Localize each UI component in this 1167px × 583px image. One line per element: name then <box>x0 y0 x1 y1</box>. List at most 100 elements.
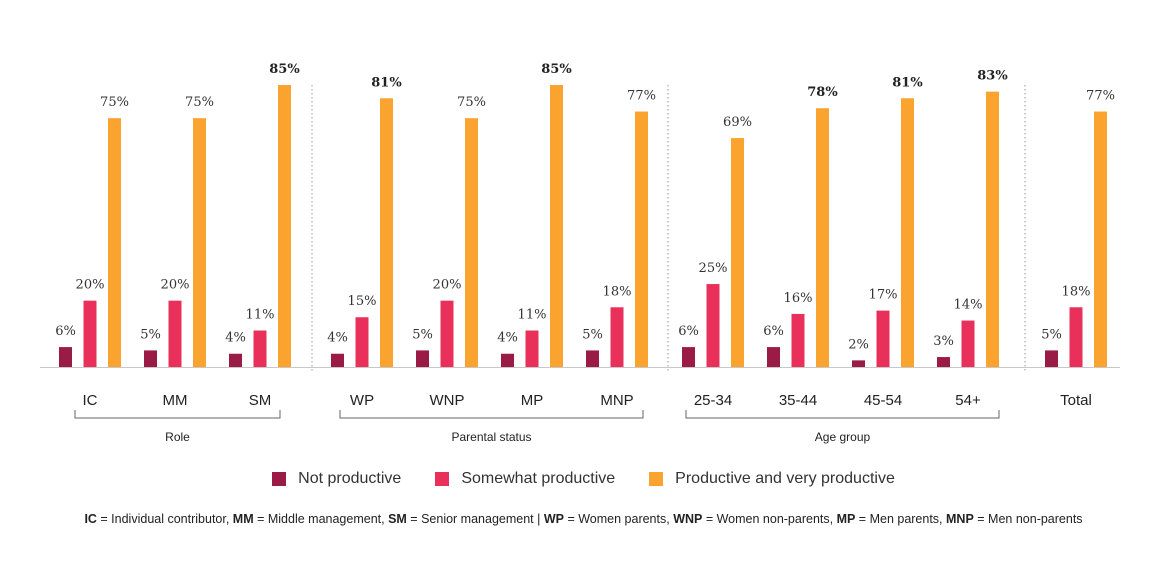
legend-item-somewhat-productive: Somewhat productive <box>435 470 615 488</box>
bar <box>876 310 890 367</box>
data-label: 78% <box>807 85 838 100</box>
data-label: 18% <box>1062 284 1091 299</box>
bar <box>501 353 514 367</box>
data-label: 77% <box>1086 89 1115 104</box>
category-label: SM <box>249 392 272 409</box>
bar <box>108 118 121 367</box>
bar <box>331 353 344 367</box>
bar <box>380 98 393 367</box>
data-label: 25% <box>699 261 728 276</box>
category-label: WNP <box>430 392 465 409</box>
footnote-abbr: MNP <box>946 512 974 526</box>
data-label: 20% <box>76 278 105 293</box>
category-label: MM <box>163 392 188 409</box>
legend-swatch-somewhat-productive <box>435 472 450 486</box>
abbreviation-footnote: IC = Individual contributor, MM = Middle… <box>0 512 1167 526</box>
data-label: 3% <box>933 334 954 349</box>
data-label: 2% <box>848 337 869 352</box>
bar <box>986 91 999 368</box>
footnote-text: = Women parents, <box>563 512 674 526</box>
grouped-bar-chart: 6%20%75%IC5%20%75%MM4%11%85%SMRole4%15%8… <box>40 62 1120 444</box>
footnote-text: = Men non-parents <box>973 512 1083 526</box>
data-label: 15% <box>348 294 377 309</box>
bar <box>1045 350 1058 367</box>
bar <box>816 108 829 368</box>
bar <box>525 330 539 367</box>
data-label: 20% <box>161 278 190 293</box>
data-label: 77% <box>627 89 656 104</box>
bar <box>168 300 182 367</box>
group-label: Age group <box>815 430 871 444</box>
category-label: WP <box>350 392 374 409</box>
data-label: 4% <box>497 331 518 346</box>
bar <box>731 138 744 367</box>
bar <box>253 330 267 367</box>
category-label: MNP <box>600 392 633 409</box>
bar <box>229 353 242 367</box>
bar <box>59 347 72 367</box>
category-label: 35-44 <box>779 392 817 409</box>
legend-label-not-productive: Not productive <box>298 470 402 487</box>
footnote-abbr: WNP <box>673 512 703 526</box>
data-label: 81% <box>892 75 923 90</box>
data-label: 5% <box>1041 327 1062 342</box>
footnote-abbr: WP <box>543 512 564 526</box>
data-label: 83% <box>977 69 1008 84</box>
group-label: Parental status <box>451 430 531 444</box>
bar <box>767 347 780 367</box>
bar <box>550 85 563 367</box>
bar <box>901 98 914 367</box>
bar <box>937 357 950 367</box>
footnote-text: = Women non-parents, <box>702 512 837 526</box>
bar <box>1069 307 1083 367</box>
bar <box>586 350 599 367</box>
data-label: 81% <box>371 75 402 90</box>
category-label: Total <box>1060 392 1092 409</box>
group-bracket <box>74 410 281 419</box>
category-label: IC <box>83 392 98 409</box>
category-label: 25-34 <box>694 392 732 409</box>
category-label: MP <box>521 392 544 409</box>
data-label: 5% <box>412 327 433 342</box>
bar <box>193 118 206 367</box>
footnote-text: = Middle management, <box>253 512 389 526</box>
footnote-abbr: MM <box>232 512 254 526</box>
footnote-text: = Men parents, <box>855 512 947 526</box>
data-label: 5% <box>582 327 603 342</box>
bar <box>278 85 291 367</box>
legend: Not productive Somewhat productive Produ… <box>0 470 1167 488</box>
data-label: 6% <box>763 324 784 339</box>
data-label: 11% <box>518 308 547 323</box>
data-label: 6% <box>55 324 76 339</box>
data-label: 75% <box>185 95 214 110</box>
bar <box>1094 111 1107 368</box>
data-label: 69% <box>723 115 752 130</box>
bar <box>355 317 369 367</box>
data-label: 16% <box>784 291 813 306</box>
bar <box>465 118 478 367</box>
bar <box>610 307 624 367</box>
legend-label-productive: Productive and very productive <box>675 470 895 487</box>
legend-swatch-productive <box>649 472 664 486</box>
data-label: 6% <box>678 324 699 339</box>
legend-item-productive: Productive and very productive <box>649 470 895 488</box>
footnote-text: = Individual contributor, <box>96 512 233 526</box>
legend-item-not-productive: Not productive <box>272 470 401 488</box>
data-label: 18% <box>603 284 632 299</box>
bar <box>961 320 975 367</box>
group-bracket <box>685 410 1000 419</box>
bar <box>706 284 720 367</box>
data-label: 11% <box>246 308 275 323</box>
data-label: 75% <box>457 95 486 110</box>
data-label: 20% <box>433 278 462 293</box>
category-label: 45-54 <box>864 392 902 409</box>
legend-swatch-not-productive <box>272 472 287 486</box>
bar <box>83 300 97 367</box>
bar <box>144 350 157 367</box>
bar <box>416 350 429 367</box>
bar <box>635 111 648 368</box>
data-label: 17% <box>869 288 898 303</box>
footnote-text: = Senior management | <box>406 512 544 526</box>
data-label: 85% <box>541 62 572 77</box>
bar <box>682 347 695 367</box>
